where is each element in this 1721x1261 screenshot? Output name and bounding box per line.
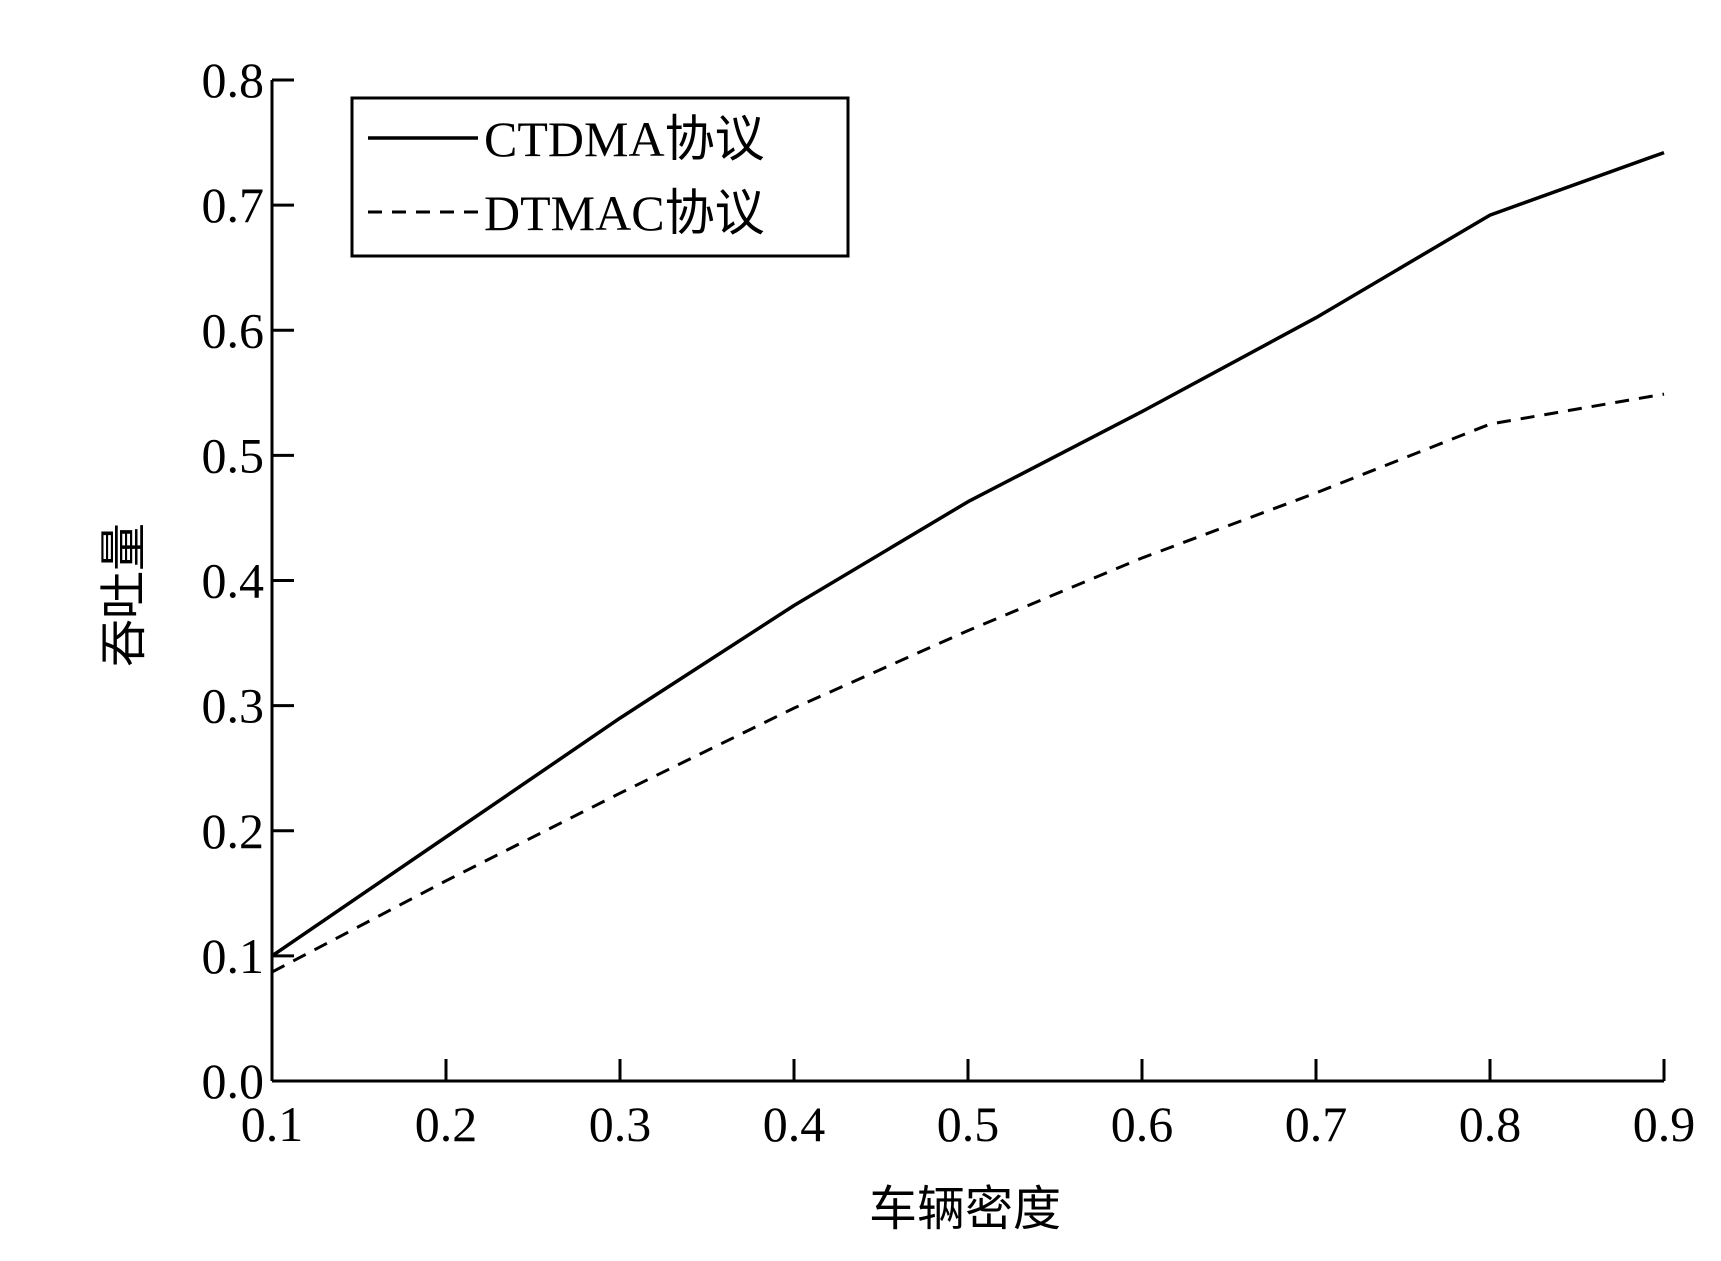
x-tick-label: 0.3 bbox=[589, 1096, 652, 1152]
series-line-ctdma bbox=[271, 150, 1665, 958]
y-tick-label: 0.4 bbox=[202, 553, 265, 609]
legend-label-ctdma: CTDMA协议 bbox=[484, 111, 765, 167]
x-ticks: 0.1 0.2 0.3 0.4 0.5 0.6 0.7 0.8 0.9 bbox=[241, 1059, 1696, 1152]
series-layer bbox=[271, 150, 1665, 974]
legend-box bbox=[350, 96, 850, 258]
y-tick-label: 0.8 bbox=[202, 52, 265, 108]
axes: 0.00.10.20.30.40.50.60.70.8 0.1 0.2 0.3 0.4… bbox=[202, 52, 1696, 1152]
x-tick-label: 0.1 bbox=[241, 1096, 304, 1152]
x-tick-label: 0.6 bbox=[1111, 1096, 1174, 1152]
y-tick-label: 0.0 bbox=[202, 1053, 265, 1109]
x-tick-label: 0.5 bbox=[937, 1096, 1000, 1152]
y-ticks: 0.0 0.1 0.2 0.3 0.4 0.5 0.6 0.7 0.8 bbox=[202, 52, 294, 1109]
series-line-dtmac bbox=[271, 392, 1665, 974]
x-tick-label: 0.8 bbox=[1459, 1096, 1522, 1152]
y-tick-label: 0.5 bbox=[202, 427, 265, 483]
x-tick-label: 0.9 bbox=[1633, 1096, 1696, 1152]
legend-label-dtmac: DTMAC协议 bbox=[484, 185, 765, 241]
y-axis-title: 吞吐量 bbox=[96, 523, 152, 667]
y-tick-label: 0.3 bbox=[202, 678, 265, 734]
legend: CTDMA协议 DTMAC协议 bbox=[350, 96, 850, 258]
y-tick-label: 0.6 bbox=[202, 302, 265, 358]
y-tick-label: 0.2 bbox=[202, 803, 265, 859]
y-tick-label: 0.1 bbox=[202, 928, 265, 984]
x-tick-label: 0.4 bbox=[763, 1096, 826, 1152]
x-tick-label: 0.7 bbox=[1285, 1096, 1348, 1152]
y-tick-label: 0.7 bbox=[202, 177, 265, 233]
x-tick-label: 0.2 bbox=[415, 1096, 478, 1152]
x-axis-title: 车辆密度 bbox=[869, 1181, 1061, 1237]
